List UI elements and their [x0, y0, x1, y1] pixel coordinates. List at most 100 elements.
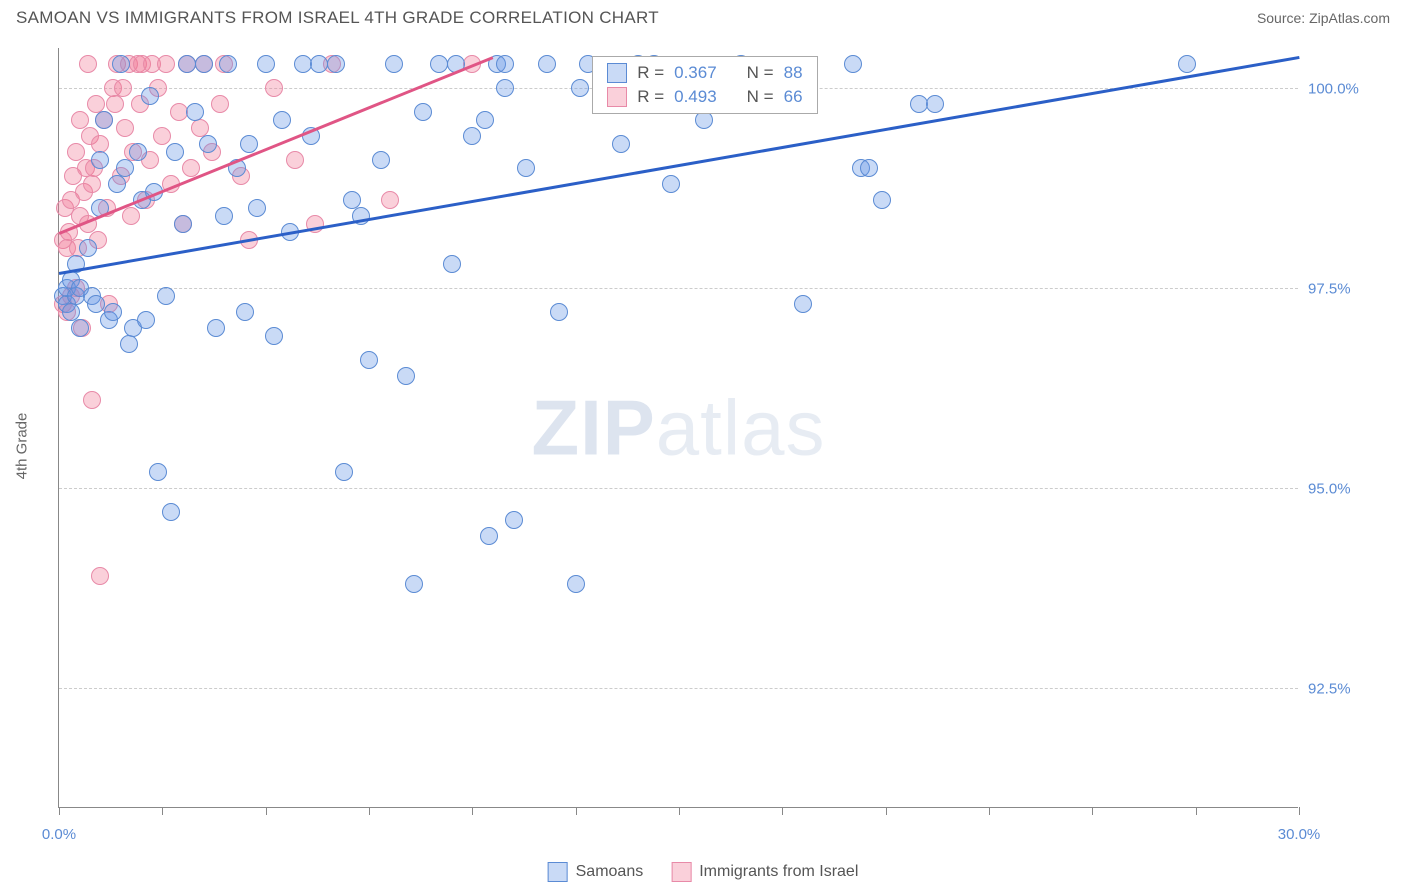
scatter-point	[116, 119, 134, 137]
legend-swatch	[548, 862, 568, 882]
scatter-point	[1178, 55, 1196, 73]
scatter-point	[496, 55, 514, 73]
scatter-point	[463, 127, 481, 145]
y-axis-label: 4th Grade	[14, 413, 31, 480]
stats-legend-box: R = 0.367N = 88R = 0.493N = 66	[592, 56, 817, 114]
grid-line: 97.5%	[59, 288, 1298, 289]
scatter-point	[926, 95, 944, 113]
scatter-point	[567, 575, 585, 593]
legend-label: Samoans	[576, 863, 644, 881]
scatter-point	[794, 295, 812, 313]
scatter-point	[186, 103, 204, 121]
scatter-point	[153, 127, 171, 145]
legend-swatch	[671, 862, 691, 882]
scatter-point	[170, 103, 188, 121]
scatter-point	[517, 159, 535, 177]
stats-r-label: R =	[637, 63, 664, 83]
scatter-point	[71, 319, 89, 337]
scatter-point	[372, 151, 390, 169]
x-tick-label: 0.0%	[42, 826, 76, 843]
scatter-point	[381, 191, 399, 209]
scatter-point	[327, 55, 345, 73]
scatter-point	[385, 55, 403, 73]
y-tick-label: 92.5%	[1308, 681, 1398, 698]
x-tick-label: 30.0%	[1278, 826, 1321, 843]
scatter-point	[91, 151, 109, 169]
scatter-point	[141, 87, 159, 105]
scatter-point	[104, 303, 122, 321]
scatter-point	[149, 463, 167, 481]
y-tick-label: 100.0%	[1308, 81, 1398, 98]
scatter-point	[571, 79, 589, 97]
x-tick	[576, 807, 577, 815]
scatter-point	[496, 79, 514, 97]
stats-r-value: 0.367	[674, 63, 717, 83]
scatter-point	[480, 527, 498, 545]
scatter-point	[199, 135, 217, 153]
scatter-point	[240, 135, 258, 153]
x-tick	[266, 807, 267, 815]
x-tick	[1196, 807, 1197, 815]
x-tick	[472, 807, 473, 815]
scatter-point	[273, 111, 291, 129]
x-tick	[679, 807, 680, 815]
scatter-point	[662, 175, 680, 193]
scatter-point	[505, 511, 523, 529]
grid-line: 92.5%	[59, 688, 1298, 689]
x-tick	[1092, 807, 1093, 815]
scatter-point	[612, 135, 630, 153]
scatter-point	[430, 55, 448, 73]
x-tick	[782, 807, 783, 815]
scatter-point	[114, 79, 132, 97]
scatter-point	[538, 55, 556, 73]
scatter-point	[79, 55, 97, 73]
scatter-point	[83, 391, 101, 409]
scatter-point	[360, 351, 378, 369]
scatter-point	[178, 55, 196, 73]
scatter-point	[112, 55, 130, 73]
scatter-point	[83, 175, 101, 193]
scatter-point	[122, 207, 140, 225]
scatter-point	[166, 143, 184, 161]
grid-line: 95.0%	[59, 488, 1298, 489]
scatter-point	[860, 159, 878, 177]
stats-n-label: N =	[747, 63, 774, 83]
scatter-point	[211, 95, 229, 113]
scatter-point	[286, 151, 304, 169]
scatter-point	[265, 79, 283, 97]
stats-n-value: 66	[784, 87, 803, 107]
scatter-point	[248, 199, 266, 217]
scatter-point	[414, 103, 432, 121]
legend-swatch	[607, 87, 627, 107]
x-tick	[989, 807, 990, 815]
scatter-point	[129, 143, 147, 161]
chart-title: SAMOAN VS IMMIGRANTS FROM ISRAEL 4TH GRA…	[16, 8, 659, 28]
scatter-point	[236, 303, 254, 321]
stats-row: R = 0.367N = 88	[593, 61, 816, 85]
stats-r-value: 0.493	[674, 87, 717, 107]
stats-r-label: R =	[637, 87, 664, 107]
scatter-point	[120, 335, 138, 353]
scatter-point	[195, 55, 213, 73]
scatter-point	[310, 55, 328, 73]
legend-swatch	[607, 63, 627, 83]
scatter-point	[550, 303, 568, 321]
scatter-point	[95, 111, 113, 129]
stats-n-label: N =	[747, 87, 774, 107]
watermark: ZIPatlas	[531, 382, 825, 473]
scatter-point	[873, 191, 891, 209]
scatter-point	[157, 287, 175, 305]
scatter-point	[294, 55, 312, 73]
x-tick	[886, 807, 887, 815]
scatter-point	[476, 111, 494, 129]
x-tick	[162, 807, 163, 815]
bottom-legend: Samoans Immigrants from Israel	[548, 862, 859, 882]
scatter-point	[844, 55, 862, 73]
legend-item: Immigrants from Israel	[671, 862, 858, 882]
scatter-point	[443, 255, 461, 273]
scatter-point	[67, 143, 85, 161]
x-tick	[59, 807, 60, 815]
scatter-point	[397, 367, 415, 385]
chart-plot-area: ZIPatlas 92.5%95.0%97.5%100.0%0.0%30.0%R…	[58, 48, 1298, 808]
scatter-point	[108, 175, 126, 193]
